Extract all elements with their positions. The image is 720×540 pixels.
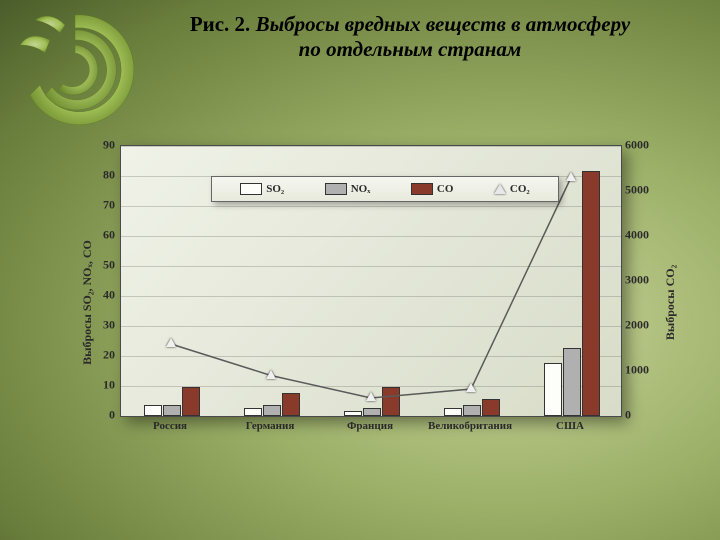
y-tick-left: 80 [103,168,115,183]
legend-item-SO2: SO₂ [240,183,284,195]
gridline [121,296,621,297]
y-axis-right-label: Выбросы CO₂ [663,265,678,340]
gridline [121,266,621,267]
legend-item-NOx: NOₓ [325,183,371,195]
y-tick-left: 20 [103,348,115,363]
gridline [121,236,621,237]
gridline [121,206,621,207]
legend-label: CO [437,183,454,195]
legend: SO₂ NOₓ CO CO₂ [211,176,559,202]
y-axis-left-label: Выбросы SO₂, NOₓ, CO [80,240,95,365]
y-tick-right: 3000 [625,273,649,288]
bar-CO [482,399,500,416]
bar-SO2 [144,405,162,416]
title-sub: по отдельным странам [299,37,522,61]
logo-swirl [10,5,140,135]
legend-label: SO₂ [266,183,284,195]
y-tick-left: 50 [103,258,115,273]
emissions-chart: SO₂NOₓCOCO₂ Выбросы SO₂, NOₓ, CO Выбросы… [90,130,650,460]
legend-item-CO2: CO₂ [494,183,530,195]
bar-CO [182,387,200,416]
legend-label: NOₓ [351,183,371,195]
bar-SO2 [244,408,262,416]
title-main: Выбросы вредных веществ в атмосферу [256,12,631,36]
bar-CO [582,171,600,416]
y-tick-left: 90 [103,138,115,153]
co2-marker [566,172,576,181]
co2-marker [166,338,176,347]
bar-NOx [363,408,381,416]
y-tick-left: 10 [103,378,115,393]
legend-item-CO: CO [411,183,454,195]
x-tick: Франция [347,420,393,432]
bar-CO [282,393,300,416]
bar-NOx [163,405,181,416]
y-tick-left: 60 [103,228,115,243]
bar-NOx [463,405,481,416]
x-tick: США [556,420,584,432]
title-prefix: Рис. 2. [190,12,251,36]
y-tick-right: 5000 [625,183,649,198]
y-tick-right: 0 [625,408,631,423]
y-tick-left: 70 [103,198,115,213]
figure-title: Рис. 2. Выбросы вредных веществ в атмосф… [140,12,680,62]
y-tick-right: 4000 [625,228,649,243]
bar-SO2 [344,411,362,416]
co2-marker [266,370,276,379]
bar-NOx [263,405,281,416]
gridline [121,326,621,327]
bar-SO2 [544,363,562,416]
y-tick-right: 1000 [625,363,649,378]
bar-SO2 [444,408,462,416]
y-tick-left: 30 [103,318,115,333]
y-tick-right: 2000 [625,318,649,333]
x-tick: Россия [153,420,187,432]
y-tick-right: 6000 [625,138,649,153]
x-tick: Великобритания [428,420,512,432]
gridline [121,356,621,357]
co2-marker [466,383,476,392]
legend-label: CO₂ [510,183,530,195]
y-tick-left: 0 [109,408,115,423]
gridline [121,146,621,147]
plot-area: SO₂ NOₓ CO CO₂ [120,145,622,417]
co2-marker [366,392,376,401]
bar-NOx [563,348,581,416]
bar-CO [382,387,400,416]
y-tick-left: 40 [103,288,115,303]
x-tick: Германия [246,420,295,432]
